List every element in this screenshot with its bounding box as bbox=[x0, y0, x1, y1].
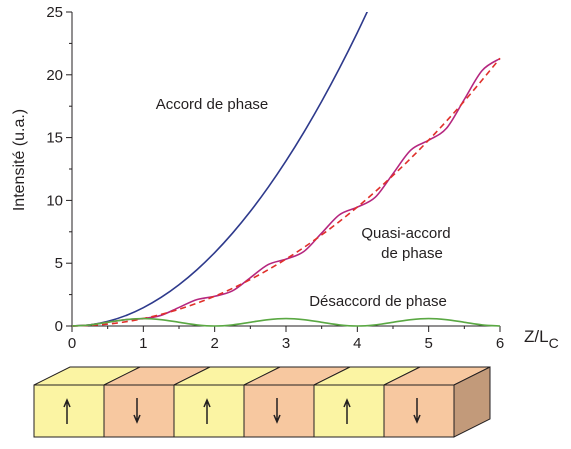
domain-front bbox=[313, 384, 385, 438]
y-tick-label: 15 bbox=[46, 130, 63, 147]
x-tick-label: 3 bbox=[282, 335, 290, 352]
crystal bbox=[33, 366, 491, 438]
x-tick-label: 5 bbox=[424, 335, 432, 352]
annotation: Désaccord de phase bbox=[309, 293, 447, 310]
series-line bbox=[72, 57, 501, 327]
x-axis-label: Z/LC bbox=[524, 327, 559, 351]
x-tick-label: 1 bbox=[139, 335, 147, 352]
series-line bbox=[72, 12, 368, 327]
annotation: Quasi-accord bbox=[361, 225, 450, 242]
series-line bbox=[72, 57, 501, 327]
y-tick-label: 25 bbox=[46, 4, 63, 21]
x-axis-label-main: Z/L bbox=[524, 327, 549, 346]
arrow-down bbox=[133, 398, 141, 424]
arrow-down bbox=[413, 398, 421, 424]
domain-front bbox=[243, 384, 315, 438]
x-tick-label: 6 bbox=[496, 335, 504, 352]
y-tick-label: 10 bbox=[46, 192, 63, 209]
domain-front bbox=[173, 384, 245, 438]
y-tick-label: 0 bbox=[55, 318, 63, 335]
arrow-up bbox=[203, 398, 211, 424]
annotation: de phase bbox=[381, 245, 443, 262]
annotation: Accord de phase bbox=[156, 96, 269, 113]
domain-front bbox=[33, 384, 105, 438]
arrow-up bbox=[63, 398, 71, 424]
y-tick-label: 5 bbox=[55, 255, 63, 272]
arrow-down bbox=[273, 398, 281, 424]
x-tick-label: 2 bbox=[210, 335, 218, 352]
y-tick-label: 20 bbox=[46, 67, 63, 84]
x-tick-label: 4 bbox=[353, 335, 361, 352]
domain-front bbox=[103, 384, 175, 438]
y-axis-label: Intensité (u.a.) bbox=[11, 109, 28, 211]
domain-front bbox=[383, 384, 455, 438]
arrow-up bbox=[343, 398, 351, 424]
x-axis-label-sub: C bbox=[549, 335, 559, 351]
x-tick-label: 0 bbox=[68, 335, 76, 352]
crystal-side bbox=[453, 366, 491, 438]
series-line bbox=[72, 317, 501, 327]
